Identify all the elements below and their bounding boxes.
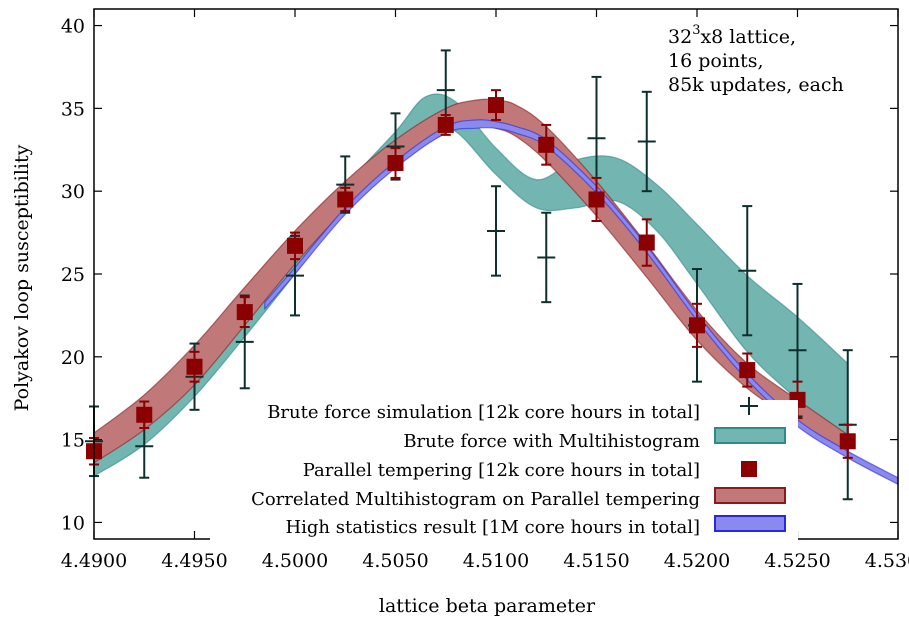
parallel-tempering-point: [488, 89, 504, 121]
parallel-tempering-square-marker: [337, 191, 354, 208]
x-tick-label: 4.5050: [362, 550, 428, 572]
parallel-tempering-square-marker: [588, 191, 605, 208]
parallel-tempering-square-marker: [739, 362, 756, 379]
parallel-tempering-point: [136, 400, 153, 430]
y-axis-title: Polyakov loop susceptibility: [11, 144, 33, 411]
y-tick-label: 15: [61, 430, 85, 452]
y-tick-label: 25: [61, 264, 85, 286]
parallel-tempering-square-marker: [689, 317, 705, 334]
x-tick-label: 4.4950: [161, 550, 227, 572]
parallel-tempering-point: [839, 423, 856, 459]
legend-label-correlated-multihist: Correlated Multihistogram on Parallel te…: [251, 489, 700, 510]
x-tick-label: 4.5250: [764, 550, 830, 572]
brute-force-point: [738, 205, 757, 337]
annotation: 323x8 lattice, 16 points, 85k updates, e…: [668, 23, 844, 96]
parallel-tempering-square-marker: [638, 234, 655, 251]
parallel-tempering-point: [287, 231, 303, 261]
annotation-line-2: 16 points,: [668, 50, 764, 72]
x-tick-label: 4.5000: [262, 550, 328, 572]
annotation-line-3: 85k updates, each: [668, 74, 844, 96]
parallel-tempering-point: [437, 114, 454, 136]
legend-swatch-brute-multihist: [714, 427, 786, 444]
legend-swatch-correlated-multihist: [714, 487, 786, 504]
x-tick-label: 4.5200: [664, 550, 730, 572]
parallel-tempering-point: [689, 302, 705, 348]
parallel-tempering-point: [588, 176, 605, 222]
annotation-line-1: 323x8 lattice,: [668, 23, 796, 48]
parallel-tempering-square-marker: [186, 358, 203, 375]
brute-force-point: [537, 211, 556, 304]
parallel-tempering-point: [387, 147, 404, 179]
legend-swatch-parallel-tempering: [741, 461, 757, 477]
legend-background: [210, 400, 798, 540]
parallel-tempering-square-marker: [538, 136, 555, 153]
x-tick-label: 4.5300: [865, 550, 909, 572]
x-tick-label: 4.5150: [563, 550, 629, 572]
y-tick-label: 35: [61, 98, 85, 120]
parallel-tempering-point: [739, 352, 756, 388]
parallel-tempering-square-marker: [287, 237, 303, 254]
x-tick-label: 4.4900: [61, 550, 127, 572]
parallel-tempering-square-marker: [437, 116, 454, 133]
parallel-tempering-square-marker: [839, 433, 856, 450]
brute-force-point: [637, 90, 656, 193]
parallel-tempering-point: [236, 296, 253, 328]
parallel-tempering-square-marker: [136, 406, 153, 423]
tick-layer: 4.4900 4.4950 4.5000 4.5050 4.5100 4.5150 4.52…: [61, 9, 909, 572]
legend-swatch-brute-force: [740, 397, 758, 415]
parallel-tempering-point: [186, 350, 203, 383]
parallel-tempering-point: [337, 186, 354, 213]
parallel-tempering-point: [538, 123, 555, 166]
x-axis-title: lattice beta parameter: [379, 595, 596, 617]
parallel-tempering-square-marker: [236, 304, 253, 321]
y-tick-label: 40: [61, 16, 85, 38]
marker-layer: [85, 49, 857, 501]
parallel-tempering-square-marker: [387, 155, 404, 172]
y-tick-label: 20: [61, 347, 85, 369]
legend-label-parallel-tempering: Parallel tempering [12k core hours in to…: [303, 460, 700, 481]
legend-label-brute-force: Brute force simulation [12k core hours i…: [267, 402, 700, 423]
legend-swatch-high-statistics: [714, 515, 786, 532]
brute-force-point: [487, 185, 505, 277]
y-tick-label: 30: [61, 181, 85, 203]
legend: Brute force simulation [12k core hours i…: [210, 397, 798, 540]
parallel-tempering-point: [638, 218, 655, 267]
legend-label-high-statistics: High statistics result [1M core hours in…: [285, 517, 700, 538]
legend-label-brute-multihist: Brute force with Multihistogram: [403, 431, 700, 452]
x-tick-label: 4.5100: [463, 550, 529, 572]
parallel-tempering-square-marker: [488, 97, 504, 114]
y-tick-label: 10: [61, 512, 85, 534]
